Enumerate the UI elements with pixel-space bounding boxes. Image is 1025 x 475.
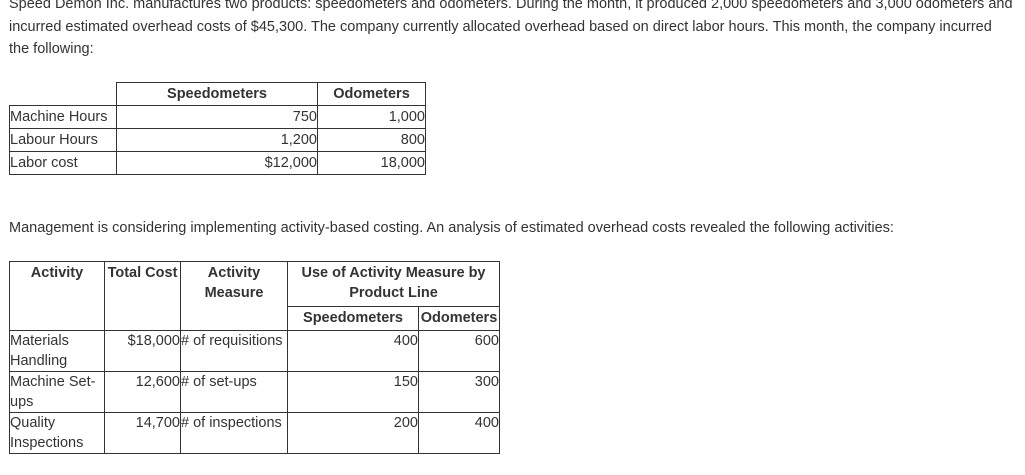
odometers-value: 300 xyxy=(418,371,500,413)
table-header-row: Speedometers Odometers xyxy=(9,305,500,331)
header-spacer xyxy=(104,306,181,331)
odometers-value: 400 xyxy=(418,412,500,454)
header-speedometers: Speedometers xyxy=(116,82,318,106)
table-row: Labor cost $12,000 18,000 xyxy=(9,151,426,175)
row-label: Labour Hours xyxy=(9,128,117,152)
speedometers-value: $12,000 xyxy=(116,151,318,175)
speedometers-value: 200 xyxy=(287,412,419,454)
header-activity: Activity xyxy=(9,261,105,284)
total-cost: 12,600 xyxy=(104,371,181,413)
total-cost: 14,700 xyxy=(104,412,181,454)
activity-name: Materials Handling xyxy=(9,330,105,372)
odometers-value: 18,000 xyxy=(317,151,426,175)
total-cost: $18,000 xyxy=(104,330,181,372)
activity-name: Machine Set-ups xyxy=(9,371,105,413)
header-odometers: Odometers xyxy=(317,82,426,106)
speedometers-value: 150 xyxy=(287,371,419,413)
intro-paragraph: Speed Demon Inc. manufactures two produc… xyxy=(9,0,1013,57)
header-spacer xyxy=(9,284,105,306)
header-spacer xyxy=(9,306,105,331)
odometers-value: 600 xyxy=(418,330,500,372)
row-label: Machine Hours xyxy=(9,105,117,129)
hours-cost-table: Speedometers Odometers Machine Hours 750… xyxy=(9,82,426,175)
table-row: Labour Hours 1,200 800 xyxy=(9,128,426,152)
header-spacer xyxy=(104,284,181,306)
row-label: Labor cost xyxy=(9,151,117,175)
table-header-row: Activity Total Cost Activity Measure Use… xyxy=(9,261,500,306)
odometers-value: 800 xyxy=(317,128,426,152)
header-total-cost: Total Cost xyxy=(104,261,181,284)
speedometers-value: 750 xyxy=(116,105,318,129)
header-blank xyxy=(10,83,117,106)
activity-name: Quality Inspections xyxy=(9,412,105,454)
header-activity-measure: Activity Measure xyxy=(180,261,288,306)
table-header-row: Speedometers Odometers xyxy=(10,82,426,106)
speedometers-value: 1,200 xyxy=(116,128,318,152)
header-speedometers: Speedometers xyxy=(287,305,419,331)
middle-paragraph: Management is considering implementing a… xyxy=(9,220,894,236)
table-row: Quality Inspections 14,700 # of inspecti… xyxy=(9,412,500,454)
activity-table: Activity Total Cost Activity Measure Use… xyxy=(9,261,500,454)
table-header-row xyxy=(9,284,500,306)
header-spacer xyxy=(180,306,288,331)
header-use-of-activity: Use of Activity Measure by Product Line xyxy=(287,261,500,306)
activity-measure: # of requisitions xyxy=(180,330,288,372)
activity-measure: # of inspections xyxy=(180,412,288,454)
odometers-value: 1,000 xyxy=(317,105,426,129)
table-row: Materials Handling $18,000 # of requisit… xyxy=(9,330,500,372)
table-row: Machine Hours 750 1,000 xyxy=(9,105,426,129)
speedometers-value: 400 xyxy=(287,330,419,372)
header-odometers: Odometers xyxy=(418,305,500,331)
activity-measure: # of set-ups xyxy=(180,371,288,413)
table-row: Machine Set-ups 12,600 # of set-ups 150 … xyxy=(9,371,500,413)
